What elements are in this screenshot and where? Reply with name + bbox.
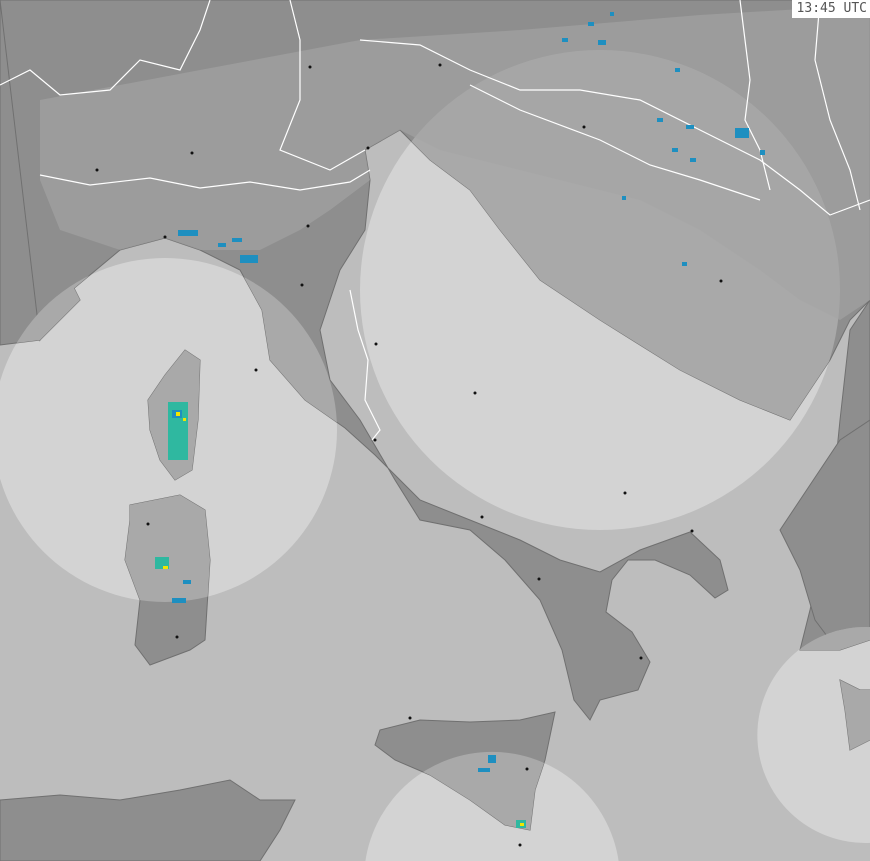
country-borders [0,0,870,441]
echo-sardinia [155,557,191,603]
central-europe-land [40,5,870,320]
echo-liguria [178,230,258,263]
timestamp-label: 13:45 UTC [791,0,870,18]
echo-hungary-croatia [562,12,765,266]
echo-corsica [168,402,188,460]
echo-sicily [478,755,526,828]
precipitation-echoes [155,12,765,828]
city-markers [95,63,723,847]
